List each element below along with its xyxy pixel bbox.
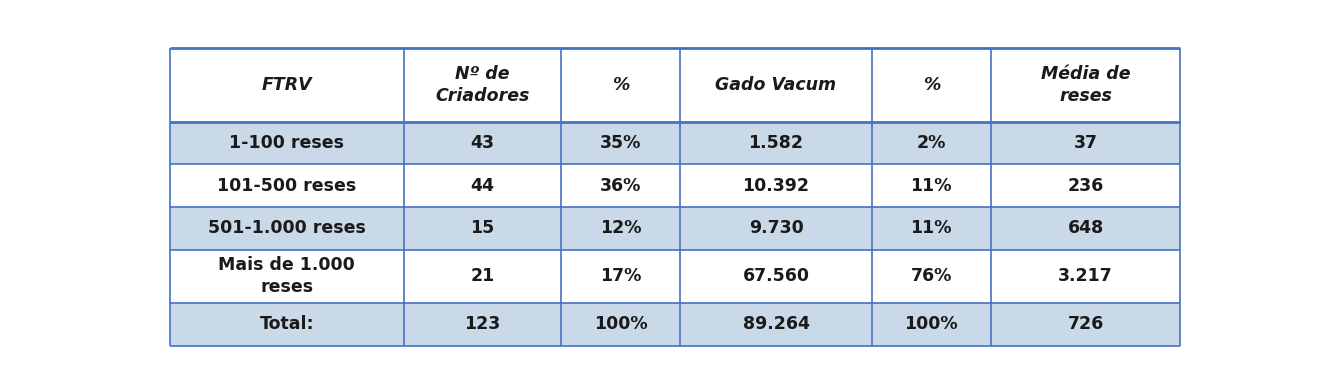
Text: 11%: 11% <box>910 219 952 238</box>
Bar <box>170 250 1180 303</box>
Bar <box>170 303 1180 346</box>
Text: Nº de
Criadores: Nº de Criadores <box>435 65 529 105</box>
Text: 3.217: 3.217 <box>1058 267 1113 285</box>
Text: 123: 123 <box>465 315 500 333</box>
Text: 100%: 100% <box>594 315 648 333</box>
Text: 11%: 11% <box>910 177 952 195</box>
Text: Gado Vacum: Gado Vacum <box>715 76 836 94</box>
Text: 726: 726 <box>1067 315 1104 333</box>
Text: 76%: 76% <box>910 267 952 285</box>
Text: 21: 21 <box>470 267 495 285</box>
Text: %: % <box>612 76 630 94</box>
Text: Total:: Total: <box>259 315 313 333</box>
Text: 2%: 2% <box>917 134 946 152</box>
Text: 17%: 17% <box>601 267 641 285</box>
Text: 44: 44 <box>470 177 494 195</box>
Text: 9.730: 9.730 <box>748 219 803 238</box>
Text: 1.582: 1.582 <box>748 134 803 152</box>
Text: 36%: 36% <box>601 177 641 195</box>
Text: 101-500 reses: 101-500 reses <box>217 177 357 195</box>
Text: 100%: 100% <box>905 315 957 333</box>
Bar <box>170 122 1180 165</box>
Text: 12%: 12% <box>601 219 641 238</box>
Bar <box>170 207 1180 250</box>
Text: %: % <box>923 76 940 94</box>
Text: 37: 37 <box>1073 134 1097 152</box>
Bar <box>170 165 1180 207</box>
Text: 1-100 reses: 1-100 reses <box>229 134 344 152</box>
Text: 67.560: 67.560 <box>743 267 810 285</box>
Text: 89.264: 89.264 <box>743 315 810 333</box>
Text: Mais de 1.000
reses: Mais de 1.000 reses <box>219 256 356 296</box>
Bar <box>170 48 1180 122</box>
Text: 501-1.000 reses: 501-1.000 reses <box>208 219 366 238</box>
Text: Média de
reses: Média de reses <box>1040 65 1130 105</box>
Text: 15: 15 <box>470 219 495 238</box>
Text: 43: 43 <box>470 134 494 152</box>
Text: 10.392: 10.392 <box>743 177 810 195</box>
Text: 236: 236 <box>1067 177 1104 195</box>
Text: FTRV: FTRV <box>261 76 312 94</box>
Text: 648: 648 <box>1067 219 1104 238</box>
Text: 35%: 35% <box>601 134 641 152</box>
